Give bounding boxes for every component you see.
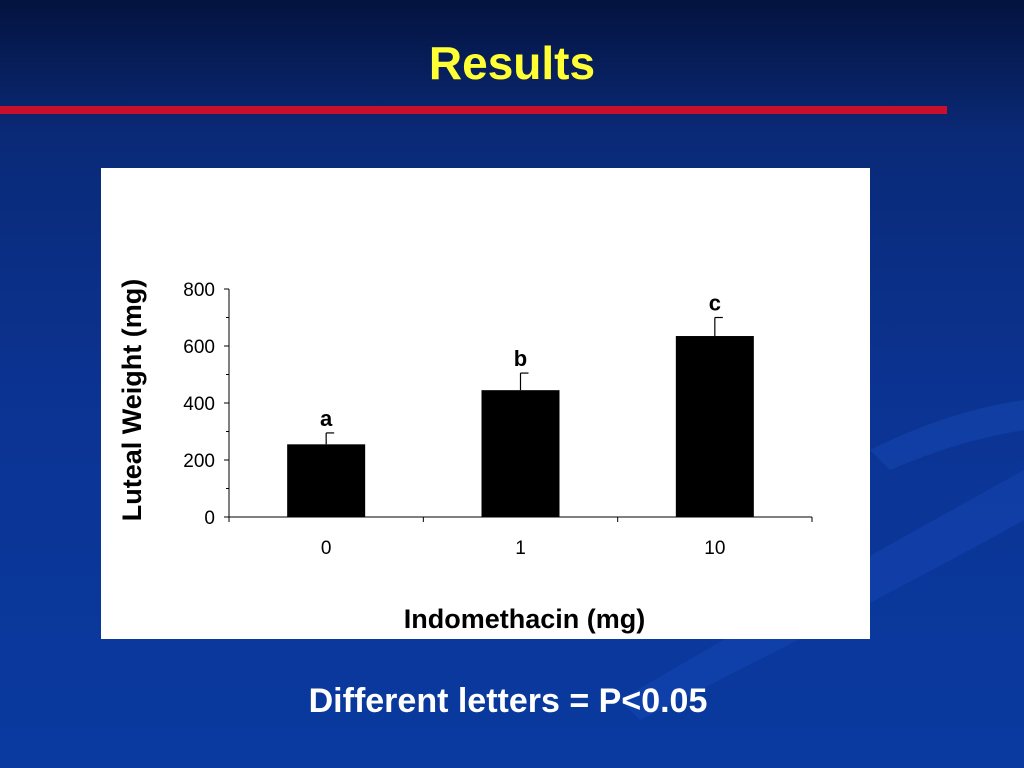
bar (287, 444, 366, 517)
significance-label: c (709, 291, 721, 316)
bar-chart: 0 200 400 600 800 a 0 b 1 c 10 Indomethacin (mg) Lut… (117, 279, 813, 634)
title-divider (0, 106, 947, 114)
chart-panel: 0 200 400 600 800 a 0 b 1 c 10 Indomethacin (mg) Lut… (101, 168, 870, 639)
y-tick-label: 600 (183, 337, 215, 358)
x-tick-label: 10 (704, 538, 725, 559)
y-tick-label: 0 (204, 508, 215, 529)
x-axis-title: Indomethacin (mg) (404, 604, 646, 634)
significance-label: b (514, 346, 527, 371)
significance-label: a (320, 406, 333, 431)
y-tick-label: 200 (183, 451, 215, 472)
y-tick-label: 800 (183, 280, 215, 301)
bar (481, 390, 560, 517)
y-tick-label: 400 (183, 394, 215, 415)
bar (675, 336, 754, 517)
slide-title: Results (428, 37, 596, 89)
significance-footnote: Different letters = P<0.05 (308, 682, 708, 720)
x-tick-label: 1 (515, 538, 526, 559)
x-tick-label: 0 (321, 538, 332, 559)
y-axis-title: Luteal Weight (mg) (117, 279, 147, 522)
